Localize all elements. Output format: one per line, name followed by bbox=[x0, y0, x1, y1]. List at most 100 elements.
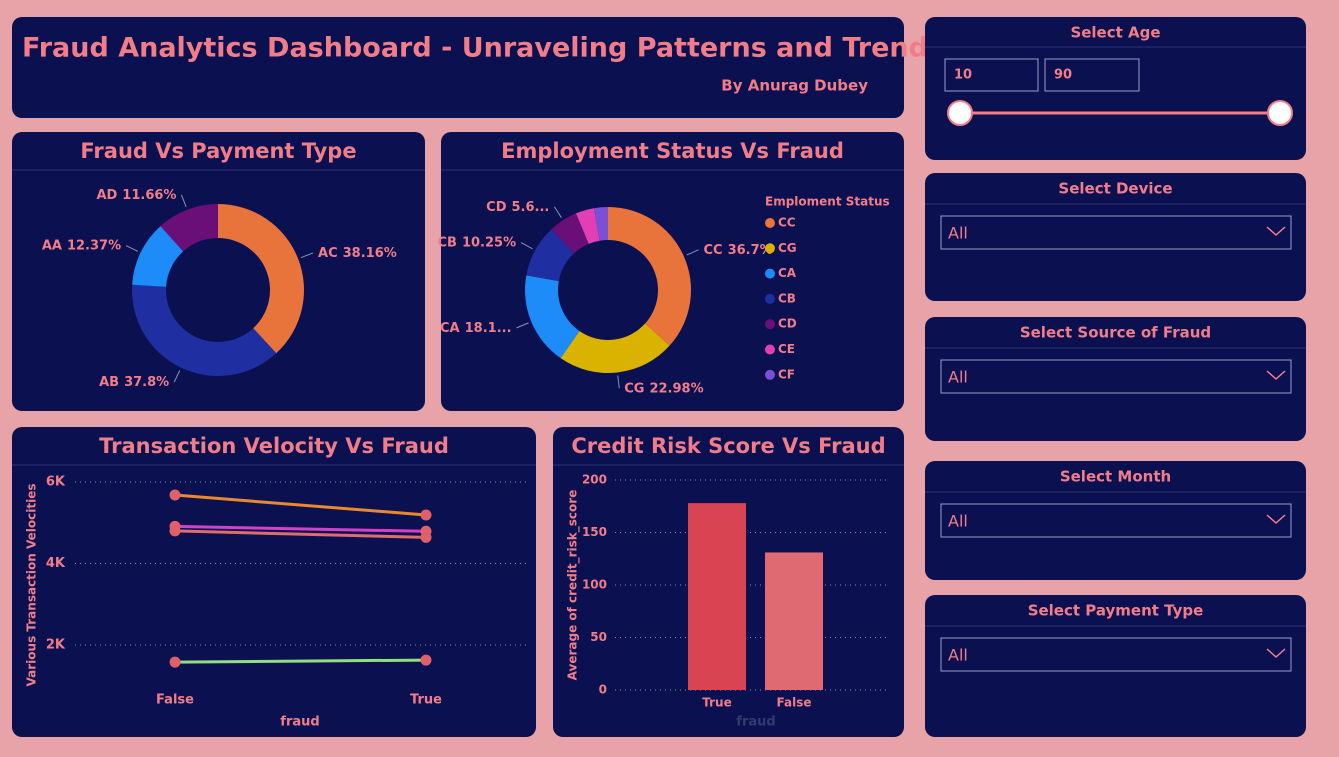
y-tick-label: 2K bbox=[46, 638, 66, 653]
y-tick-label: 150 bbox=[582, 525, 607, 539]
series-point bbox=[420, 509, 432, 521]
slicer-title: Select Payment Type bbox=[1028, 602, 1204, 620]
legend-label: CG bbox=[778, 241, 797, 255]
dropdown[interactable] bbox=[940, 359, 1292, 394]
donut-slice bbox=[160, 204, 218, 252]
series-point bbox=[420, 654, 432, 666]
y-axis-label: Average of credit_risk_score bbox=[566, 490, 581, 681]
bar bbox=[688, 503, 746, 690]
panel-title: Transaction Velocity Vs Fraud bbox=[99, 434, 449, 458]
series-line bbox=[174, 529, 427, 539]
dropdown[interactable] bbox=[940, 503, 1292, 538]
donut-slice bbox=[593, 207, 608, 241]
slicer-title: Select Device bbox=[1058, 180, 1172, 198]
range-input[interactable] bbox=[1044, 58, 1140, 92]
slice-value: 11.66% bbox=[122, 187, 176, 202]
x-tick-label: False bbox=[777, 696, 812, 710]
donut-slice bbox=[560, 323, 670, 373]
series-line bbox=[174, 524, 427, 533]
slice-category: CG bbox=[624, 381, 644, 396]
y-tick-label: 4K bbox=[46, 556, 66, 571]
legend-swatch bbox=[765, 344, 775, 355]
dropdown-value: All bbox=[948, 512, 968, 531]
legend-swatch bbox=[765, 319, 775, 330]
slice-label: CA 18.1... bbox=[440, 320, 512, 335]
slice-label: CD 5.6... bbox=[486, 199, 549, 214]
range-input[interactable] bbox=[944, 58, 1039, 92]
slice-label: AD 11.66% bbox=[96, 187, 176, 202]
panel-title: Credit Risk Score Vs Fraud bbox=[571, 434, 885, 458]
slice-value: 5.6... bbox=[512, 199, 550, 214]
series-point bbox=[169, 525, 181, 537]
x-tick-label: True bbox=[410, 693, 442, 708]
series-point bbox=[169, 489, 181, 501]
dashboard-title: Fraud Analytics Dashboard - Unraveling P… bbox=[22, 33, 944, 64]
slice-category: CD bbox=[486, 199, 507, 214]
leader-line bbox=[125, 245, 139, 252]
x-tick-label: True bbox=[702, 696, 731, 710]
panel bbox=[12, 132, 425, 411]
y-tick-label: 200 bbox=[582, 473, 607, 487]
legend-label: CB bbox=[778, 291, 796, 305]
leader-line bbox=[516, 322, 529, 329]
panel bbox=[12, 427, 536, 737]
legend-swatch bbox=[765, 293, 775, 304]
x-axis-label: fraud bbox=[280, 715, 319, 730]
legend-label: CE bbox=[778, 342, 795, 356]
legend-label: CD bbox=[778, 317, 797, 331]
slice-label: CC 36.7% bbox=[703, 242, 772, 257]
slicer-panel bbox=[925, 17, 1306, 160]
slice-category: AA bbox=[42, 238, 62, 253]
y-tick-label: 0 bbox=[599, 683, 607, 697]
y-tick-label: 100 bbox=[582, 578, 607, 592]
donut-slice bbox=[551, 213, 589, 254]
slice-label: CG 22.98% bbox=[624, 381, 703, 396]
slice-value: 38.16% bbox=[343, 245, 397, 260]
slice-value: 36.7% bbox=[728, 242, 773, 257]
dropdown-chevron bbox=[1266, 648, 1286, 659]
slice-category: AC bbox=[318, 245, 338, 260]
slice-value: 10.25% bbox=[462, 235, 516, 250]
slicer-panel bbox=[925, 173, 1306, 301]
series-line bbox=[174, 658, 427, 664]
leader-line bbox=[520, 242, 533, 250]
donut-slice bbox=[132, 226, 184, 287]
slice-category: CB bbox=[438, 235, 457, 250]
slice-value: 12.37% bbox=[67, 238, 121, 253]
x-axis-label: fraud bbox=[736, 715, 775, 730]
leader-line bbox=[300, 252, 314, 259]
slice-category: CA bbox=[440, 320, 460, 335]
slice-category: AB bbox=[99, 375, 119, 390]
dropdown-chevron bbox=[1266, 226, 1286, 237]
bar bbox=[765, 552, 823, 690]
dropdown[interactable] bbox=[940, 637, 1292, 672]
legend-swatch bbox=[765, 369, 775, 380]
donut-slice bbox=[575, 208, 600, 244]
slicer-title: Select Age bbox=[1070, 24, 1160, 42]
donut-slice bbox=[218, 204, 304, 354]
legend-label: CF bbox=[778, 367, 795, 381]
byline: By Anurag Dubey bbox=[721, 77, 868, 95]
leader-line bbox=[180, 194, 187, 208]
slice-label: AC 38.16% bbox=[318, 245, 397, 260]
range-to: 90 bbox=[1054, 68, 1072, 83]
y-tick-label: 6K bbox=[46, 475, 66, 490]
slider-handle[interactable] bbox=[947, 100, 973, 126]
slice-label: AA 12.37% bbox=[42, 238, 121, 253]
y-axis-label: Various Transaction Velocities bbox=[25, 484, 39, 687]
dropdown[interactable] bbox=[940, 215, 1292, 250]
slice-value: 18.1... bbox=[465, 320, 512, 335]
leader-line bbox=[173, 370, 181, 383]
panel-title: Employment Status Vs Fraud bbox=[501, 139, 844, 163]
legend-label: CA bbox=[778, 266, 797, 280]
dropdown-value: All bbox=[948, 646, 968, 665]
slice-label: CB 10.25% bbox=[438, 235, 517, 250]
donut-slice bbox=[525, 275, 580, 359]
header-panel bbox=[12, 17, 904, 118]
series-point bbox=[420, 531, 432, 543]
series-point bbox=[169, 656, 181, 668]
slice-category: CC bbox=[703, 242, 722, 257]
slider-handle[interactable] bbox=[1267, 100, 1293, 126]
slice-category: AD bbox=[96, 187, 117, 202]
dropdown-value: All bbox=[948, 368, 968, 387]
